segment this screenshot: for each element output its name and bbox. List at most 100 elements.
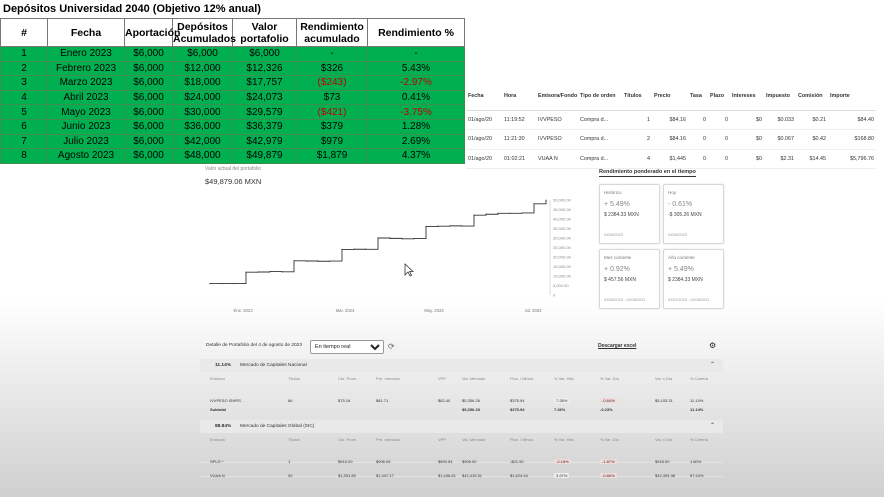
detail-row[interactable]: VUAA N 30 $1,391.80 $1,447.17 $1,446.61 $42,4…	[200, 463, 723, 478]
detail-col-header[interactable]: Plus. / Minus.	[510, 376, 535, 381]
data-point[interactable]	[389, 237, 391, 239]
data-point[interactable]	[305, 260, 307, 262]
tx-row[interactable]: 01/ago/20 11:21:30 IVVPESO Compra d... 2 $84.…	[466, 129, 876, 150]
data-point[interactable]	[341, 248, 343, 250]
return-card-label: Año corriente	[668, 255, 695, 260]
detail-col-header[interactable]: VPP	[438, 437, 447, 442]
realtime-select[interactable]: En tiempo real	[310, 340, 384, 354]
detail-col-header[interactable]: Títulos	[288, 437, 301, 442]
deposits-cell: $30,000	[172, 104, 233, 120]
data-point[interactable]	[221, 282, 223, 285]
tx-row[interactable]: 01/ago/20 11:19:52 IVVPESO Compra d... 1 $84.…	[466, 110, 876, 130]
download-excel-link[interactable]: Descargar excel	[598, 343, 637, 349]
detail-col-header[interactable]: Pre. mercado	[376, 437, 401, 442]
x-tick-label: Ene. 2023	[233, 308, 253, 313]
deposits-cell: $979	[296, 133, 368, 150]
tx-cell: $0	[730, 149, 764, 169]
deposits-header-row: # Fecha Aportación Depósitos Acumulados Valo…	[0, 18, 465, 47]
data-point[interactable]	[449, 225, 451, 227]
detail-col-header[interactable]: VPP	[438, 376, 447, 381]
deposits-row: 8 Agosto 2023 $6,000 $48,000 $49,879 $1,879 4.…	[0, 148, 465, 164]
data-point[interactable]	[401, 238, 403, 240]
portfolio-value-line[interactable]	[210, 200, 547, 285]
deposits-cell: $6,000	[124, 60, 173, 77]
data-point[interactable]	[281, 271, 283, 273]
mouse-cursor-icon	[404, 263, 414, 277]
deposits-cell: 5	[0, 104, 48, 120]
detail-cell-value: $42,415.51	[462, 473, 483, 478]
data-point[interactable]	[509, 212, 511, 214]
data-point[interactable]	[353, 248, 355, 250]
data-point[interactable]	[533, 203, 535, 205]
chevron-up-icon[interactable]: ⌃	[709, 423, 715, 429]
data-point[interactable]	[413, 237, 415, 240]
detail-col-header[interactable]: Val. Mercado	[462, 376, 486, 381]
data-point[interactable]	[497, 212, 499, 214]
detail-col-header[interactable]: Plus. / Minus.	[510, 437, 535, 442]
data-point[interactable]	[461, 225, 463, 227]
data-point[interactable]	[293, 260, 295, 262]
data-point[interactable]	[365, 248, 367, 250]
data-point[interactable]	[485, 213, 487, 215]
tx-row[interactable]: 01/ago/20 01:02:21 VUAA N Compra d... 4 $1,44…	[466, 149, 876, 169]
settings-gear-icon[interactable]: ⚙	[709, 341, 717, 350]
data-point[interactable]	[545, 199, 547, 201]
deposits-cell: $73	[296, 89, 368, 106]
tx-col-header: Impuesto	[764, 84, 796, 111]
data-point[interactable]	[245, 271, 247, 273]
x-tick-label: Jul. 2023	[525, 308, 543, 313]
y-tick-label: 30,000.00	[553, 236, 572, 241]
return-card-percent: + 5.49%	[668, 266, 694, 273]
detail-cell-value: -2.18%	[554, 459, 571, 464]
deposits-cell: -	[367, 46, 465, 62]
detail-col-header[interactable]: % Var. Hist.	[554, 437, 575, 442]
portfolio-line-chart[interactable]: 0 5,000.00 10,000.00 15,000.00 20,000.00 25,0…	[200, 165, 590, 315]
refresh-icon[interactable]: ⟳	[388, 342, 395, 351]
detail-col-header[interactable]: Pre. mercado	[376, 376, 401, 381]
market-section-bar[interactable]: 11.14% Mercado de Capitales Nacional ⌃	[200, 359, 723, 372]
data-point[interactable]	[521, 212, 523, 214]
data-point[interactable]	[377, 237, 379, 239]
deposits-cell: $49,879	[232, 148, 297, 164]
chevron-up-icon[interactable]: ⌃	[709, 362, 715, 368]
y-tick-label: 45,000.00	[553, 207, 572, 212]
detail-row[interactable]: IVVPESO ISHRS 66 $75.16 $81.71 $82.40 $5,356.…	[200, 388, 723, 403]
detail-col-header[interactable]: % Cartera	[690, 437, 709, 442]
market-section-bar[interactable]: 88.84% Mercado de Capitales Global (SIC) ⌃	[200, 420, 723, 433]
detail-col-header[interactable]: Emisora	[210, 437, 225, 442]
tx-cell: 0	[708, 149, 730, 169]
detail-row[interactable]: SPLG * 1 $915.00 $906.05 $893.54 $906.00 -$21.…	[200, 449, 723, 464]
data-point[interactable]	[233, 282, 235, 285]
section-percent: 11.14%	[215, 363, 232, 368]
detail-col-header[interactable]: Cto. Prom.	[338, 437, 358, 442]
detail-col-header[interactable]: Cto. Prom.	[338, 376, 358, 381]
detail-cell-value: $375.94	[510, 398, 525, 403]
return-card[interactable]: Mes corriente + 0.92% $ 457.56 MXN 01/08/20…	[599, 249, 660, 309]
detail-col-header[interactable]: % Cartera	[690, 376, 709, 381]
deposits-cell: $6,000	[124, 133, 173, 150]
data-point[interactable]	[473, 214, 475, 216]
detail-col-header[interactable]: % Var. Hist.	[554, 376, 575, 381]
tx-cell: VUAA N	[536, 149, 578, 169]
detail-col-header[interactable]: Títulos	[288, 376, 301, 381]
deposits-row: 2 Febrero 2023 $6,000 $12,000 $12,326 $326 5.4…	[0, 60, 465, 77]
detail-col-header[interactable]: Emisora	[210, 376, 225, 381]
data-point[interactable]	[329, 260, 331, 262]
subtotal-cell: Subtotal	[210, 407, 226, 412]
data-point[interactable]	[269, 270, 271, 273]
return-card[interactable]: Histórico + 5.49% $ 2384.33 MXN 04/08/2023	[599, 184, 660, 244]
data-point[interactable]	[437, 225, 439, 227]
return-card[interactable]: Año corriente + 5.49% $ 2384.33 MXN 01/01/2…	[663, 249, 724, 309]
detail-col-header[interactable]: Val. Mercado	[462, 437, 486, 442]
data-point[interactable]	[257, 271, 259, 273]
detail-col-header[interactable]: Var. x Día	[655, 376, 673, 381]
detail-col-header[interactable]: Var. x Día	[655, 437, 673, 442]
data-point[interactable]	[425, 226, 427, 228]
data-point[interactable]	[317, 260, 319, 262]
tx-cell: $14.45	[796, 149, 828, 169]
detail-col-header[interactable]: % Var. Día	[600, 376, 619, 381]
return-card[interactable]: Hoy - 0.61% -$ 305.26 MXN 04/08/2023	[663, 184, 724, 244]
detail-col-header[interactable]: % Var. Día	[600, 437, 619, 442]
data-point[interactable]	[209, 283, 211, 285]
return-card-percent: - 0.61%	[668, 201, 693, 208]
